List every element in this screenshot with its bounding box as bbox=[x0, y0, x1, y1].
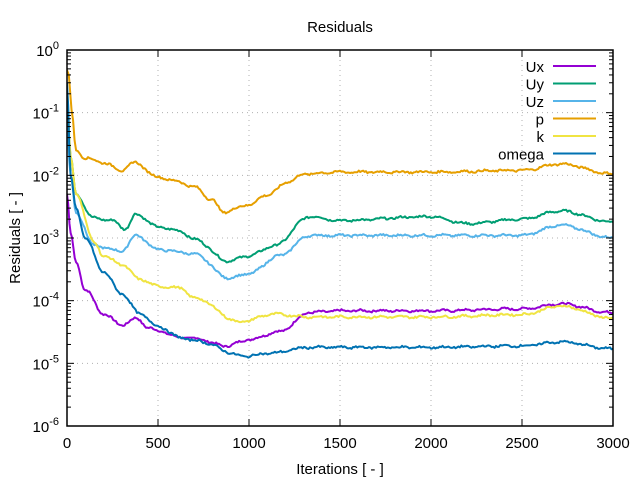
y-tick-label: 10-6 bbox=[33, 416, 59, 436]
ticks: 0 500 1000 1500 2000 2500 3000 100 10-1 10-2 10-3 1… bbox=[33, 40, 630, 452]
legend-item-p: p bbox=[536, 112, 596, 129]
x-tick-label: 3000 bbox=[596, 435, 629, 452]
y-tick-label: 10-5 bbox=[33, 353, 59, 373]
legend-item-uz: Uz bbox=[526, 94, 596, 111]
series-line-uz bbox=[67, 126, 613, 281]
legend-item-uy: Uy bbox=[526, 77, 596, 94]
legend-label: Ux bbox=[526, 59, 545, 76]
x-tick-label: 1500 bbox=[323, 435, 356, 452]
series-layer bbox=[67, 69, 613, 359]
legend-label: Uz bbox=[526, 94, 544, 111]
legend-item-omega: omega bbox=[498, 147, 596, 164]
y-tick-label: 10-4 bbox=[33, 291, 59, 311]
x-tick-label: 500 bbox=[145, 435, 170, 452]
x-axis-label: Iterations [ - ] bbox=[296, 461, 384, 478]
series-line-uy bbox=[67, 112, 613, 264]
legend-item-ux: Ux bbox=[526, 59, 596, 76]
legend-label: k bbox=[537, 129, 545, 146]
y-axis-label: Residuals [ - ] bbox=[7, 192, 24, 284]
x-tick-label: 2000 bbox=[414, 435, 447, 452]
legend-label: Uy bbox=[526, 77, 545, 94]
series-line-ux bbox=[67, 194, 613, 349]
legend-item-k: k bbox=[537, 129, 596, 146]
series-line-omega bbox=[67, 82, 613, 359]
series-line-k bbox=[67, 93, 613, 324]
series-line-p bbox=[67, 69, 613, 215]
y-tick-label: 100 bbox=[36, 40, 59, 60]
x-tick-label: 1000 bbox=[232, 435, 265, 452]
y-tick-label: 10-1 bbox=[33, 103, 59, 123]
legend-label: p bbox=[536, 112, 544, 129]
y-tick-label: 10-3 bbox=[33, 228, 59, 248]
chart-title: Residuals bbox=[307, 19, 373, 36]
grid bbox=[67, 50, 613, 426]
x-tick-label: 0 bbox=[63, 435, 71, 452]
x-tick-label: 2500 bbox=[505, 435, 538, 452]
legend-label: omega bbox=[498, 147, 545, 164]
y-tick-label: 10-2 bbox=[33, 165, 59, 185]
